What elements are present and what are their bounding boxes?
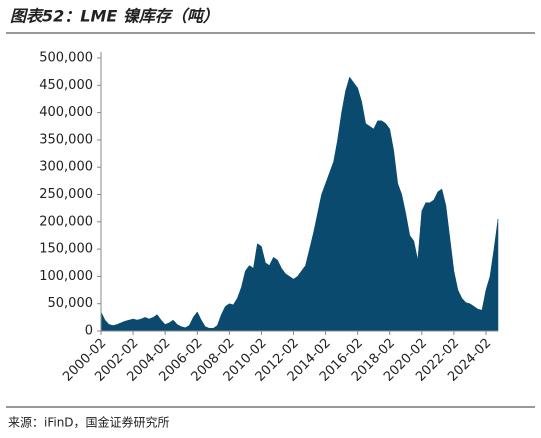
- y-tick-label: 150,000: [39, 242, 93, 257]
- chart-title: 图表52：LME 镍库存（吨）: [10, 7, 219, 26]
- y-tick-label: 450,000: [39, 78, 93, 93]
- y-tick-label: 350,000: [39, 132, 93, 147]
- y-tick-label: 250,000: [39, 187, 93, 202]
- y-tick-label: 0: [85, 324, 93, 339]
- area: [100, 76, 499, 332]
- y-tick-label: 300,000: [39, 160, 93, 175]
- y-tick-label: 50,000: [48, 296, 94, 311]
- y-tick-label: 400,000: [39, 105, 93, 120]
- y-tick-label: 100,000: [39, 269, 93, 284]
- y-tick-label: 200,000: [39, 214, 93, 229]
- source: 来源：iFinD，国金证券研究所: [8, 415, 170, 430]
- y-tick-label: 500,000: [39, 51, 93, 66]
